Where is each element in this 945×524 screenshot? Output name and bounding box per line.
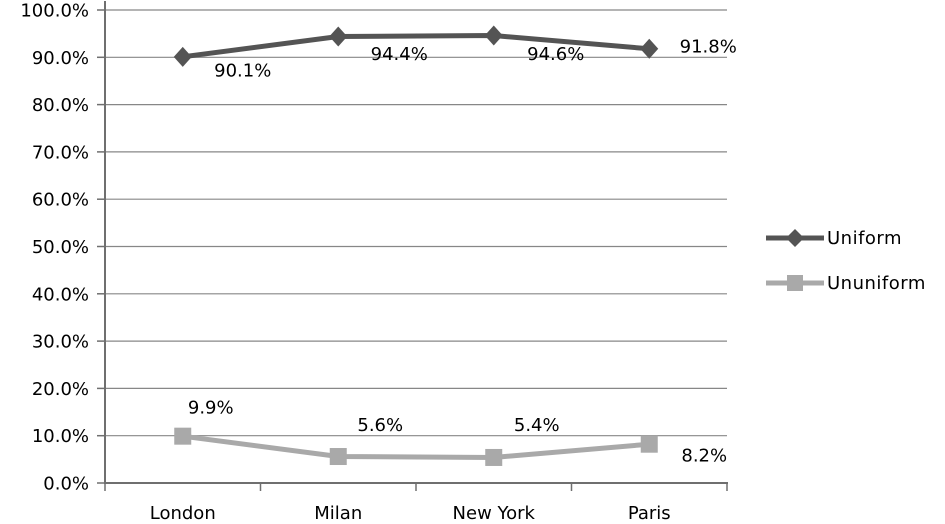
ununiform-marker-paris [640,435,658,453]
y-axis-label: 80.0% [32,95,89,116]
ununiform-marker-milan [329,448,347,466]
uniform-marker-new-york [484,25,503,46]
uniform-marker-milan [329,26,348,47]
uniform-data-label: 91.8% [680,36,737,57]
ununiform-line [182,433,650,460]
ununiform-data-label: 9.9% [188,398,234,419]
y-axis-label: 0.0% [43,474,89,495]
chart-legend: Uniform Ununiform [766,221,926,311]
x-axis-label: London [150,503,216,524]
y-axis-label: 70.0% [32,142,89,163]
y-axis-label: 60.0% [32,190,89,211]
y-axis-label: 30.0% [32,332,89,353]
uniform-marker-london [173,46,192,67]
uniform-data-label: 94.4% [371,44,428,65]
y-axis-label: 50.0% [32,237,89,258]
uniform-marker-paris [640,38,659,59]
legend-item-uniform: Uniform [766,221,926,255]
ununiform-data-label: 8.2% [681,446,727,467]
uniform-line [182,33,650,60]
y-axis-label: 20.0% [32,379,89,400]
x-axis-label: Paris [628,503,671,524]
uniform-legend-marker-icon [766,229,824,247]
legend-label-uniform: Uniform [827,227,903,249]
ununiform-data-label: 5.4% [514,415,560,436]
ununiform-marker-london [174,427,192,445]
y-axis-label: 10.0% [32,426,89,447]
uniform-data-label: 90.1% [214,60,271,81]
x-axis-label: New York [453,503,536,524]
ununiform-marker-new-york [485,448,503,466]
y-axis-label: 90.0% [32,48,89,69]
legend-label-ununiform: Ununiform [827,272,926,294]
y-axis-label: 40.0% [32,284,89,305]
legend-item-ununiform: Ununiform [766,266,926,300]
ununiform-legend-marker-icon [766,275,824,291]
uniform-data-label: 94.6% [527,44,584,65]
ununiform-data-label: 5.6% [357,415,403,436]
y-axis-label: 100.0% [20,1,89,22]
x-axis-label: Milan [314,503,362,524]
